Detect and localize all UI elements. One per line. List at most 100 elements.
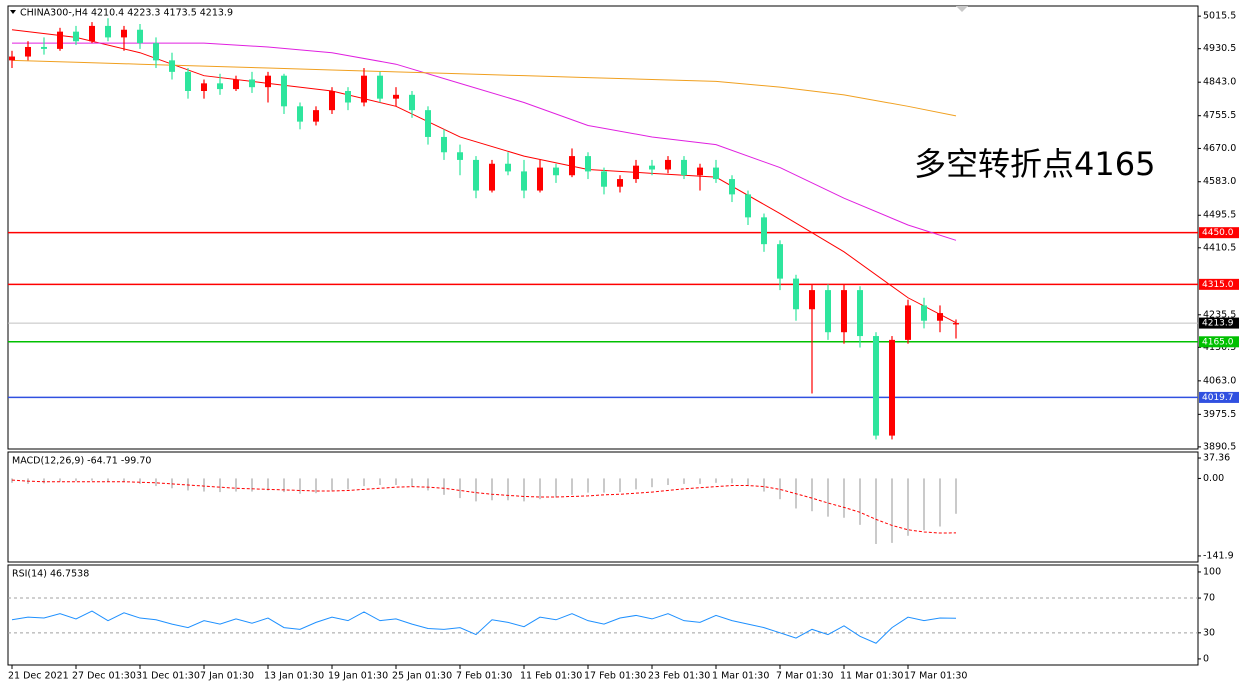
candle-body (153, 43, 159, 61)
candle-body (297, 106, 303, 122)
candle-body (313, 110, 319, 122)
candle-body (361, 75, 367, 103)
candle-body (521, 171, 527, 191)
candle-body (137, 29, 143, 44)
level-label: 4019.7 (1202, 393, 1234, 403)
candle-body (857, 290, 863, 337)
level-label: 4165.0 (1202, 337, 1234, 347)
x-tick-label: 17 Mar 01:30 (904, 671, 967, 682)
rsi-title: RSI(14) 46.7538 (12, 569, 89, 580)
candle-body (105, 25, 111, 38)
candle-body (377, 75, 383, 99)
x-tick-label: 7 Feb 01:30 (456, 671, 512, 682)
candle-body (425, 110, 431, 137)
candle-body (73, 31, 79, 42)
y-tick-label: 30 (1203, 627, 1215, 638)
candle-body (249, 79, 255, 88)
candle-body (505, 163, 511, 172)
x-tick-label: 31 Dec 01:30 (136, 671, 200, 682)
y-tick-label: 4843.0 (1203, 77, 1236, 88)
candle-body (665, 159, 671, 170)
candle-body (617, 179, 623, 187)
level-label-box (1199, 278, 1239, 290)
x-tick-label: 25 Jan 01:30 (392, 671, 452, 682)
y-tick-label: -141.9 (1203, 550, 1234, 561)
candle-body (889, 339, 895, 436)
candle-body (713, 167, 719, 180)
candle-body (169, 60, 175, 72)
candle-body (745, 194, 751, 218)
y-tick-label: 3890.5 (1203, 441, 1236, 452)
candle-body (9, 56, 15, 61)
annotation: 多空转折点4165 (914, 145, 1155, 183)
candle-body (409, 94, 415, 111)
candle-body (633, 165, 639, 180)
level-label-box (1199, 336, 1239, 348)
x-tick-label: 19 Jan 01:30 (328, 671, 388, 682)
y-tick-label: 4410.5 (1203, 242, 1236, 253)
y-tick-label: 4755.5 (1203, 110, 1236, 121)
moving-average (12, 42, 957, 241)
x-tick-label: 21 Dec 2021 (8, 671, 69, 682)
menu-arrow (10, 10, 16, 14)
y-tick-label: 4063.0 (1203, 375, 1236, 386)
candle-body (649, 165, 655, 170)
candle-body (585, 156, 591, 172)
rsi-line (11, 610, 957, 644)
y-tick-label: 4670.0 (1203, 143, 1236, 154)
y-tick-label: 3975.5 (1203, 409, 1236, 420)
y-tick-label: 0.00 (1203, 473, 1224, 484)
candle-body (921, 305, 927, 321)
candle-body (793, 278, 799, 310)
chart-title: CHINA300-,H4 4210.4 4223.3 4173.5 4213.9 (20, 8, 233, 19)
candle-body (345, 91, 351, 103)
candle-body (569, 156, 575, 176)
candle-body (57, 31, 63, 49)
candle-body (953, 323, 959, 325)
x-tick-label: 23 Feb 01:30 (648, 671, 710, 682)
candle-body (41, 46, 47, 49)
candle-body (281, 75, 287, 107)
main-panel (7, 5, 1199, 450)
candle-body (121, 29, 127, 38)
x-tick-label: 7 Mar 01:30 (776, 671, 833, 682)
candle-body (441, 136, 447, 153)
y-tick-label: 70 (1203, 593, 1215, 604)
candle-body (601, 171, 607, 187)
candle-body (841, 290, 847, 333)
candle-body (729, 179, 735, 195)
candle-body (473, 159, 479, 191)
candle-body (25, 46, 31, 57)
candle-body (553, 167, 559, 176)
candle-body (697, 167, 703, 176)
level-label: 4450.0 (1202, 228, 1234, 238)
candle-body (937, 313, 943, 321)
level-label-box (1199, 227, 1239, 239)
candle-body (777, 244, 783, 279)
y-tick-label: 4150.5 (1203, 342, 1236, 353)
level-label: 4315.0 (1202, 280, 1234, 290)
macd-panel (7, 451, 1199, 563)
x-tick-label: 11 Mar 01:30 (840, 671, 903, 682)
y-tick-label: 4930.5 (1203, 43, 1236, 54)
macd-signal (11, 479, 957, 534)
x-tick-label: 17 Feb 01:30 (584, 671, 646, 682)
scroll-marker (956, 6, 968, 12)
candle-body (457, 152, 463, 160)
x-tick-label: 7 Jan 01:30 (200, 671, 254, 682)
level-label: 4213.9 (1202, 319, 1234, 329)
candle-body (681, 159, 687, 176)
y-tick-label: 100 (1203, 566, 1221, 577)
candle-body (233, 79, 239, 90)
candle-body (217, 83, 223, 90)
candle-body (185, 71, 191, 92)
y-tick-label: 4235.5 (1203, 309, 1236, 320)
candle-body (393, 94, 399, 99)
candle-body (89, 25, 95, 42)
y-tick-label: 4583.0 (1203, 176, 1236, 187)
y-tick-label: 37.36 (1203, 453, 1230, 464)
x-tick-label: 11 Feb 01:30 (520, 671, 582, 682)
candle-body (489, 163, 495, 191)
